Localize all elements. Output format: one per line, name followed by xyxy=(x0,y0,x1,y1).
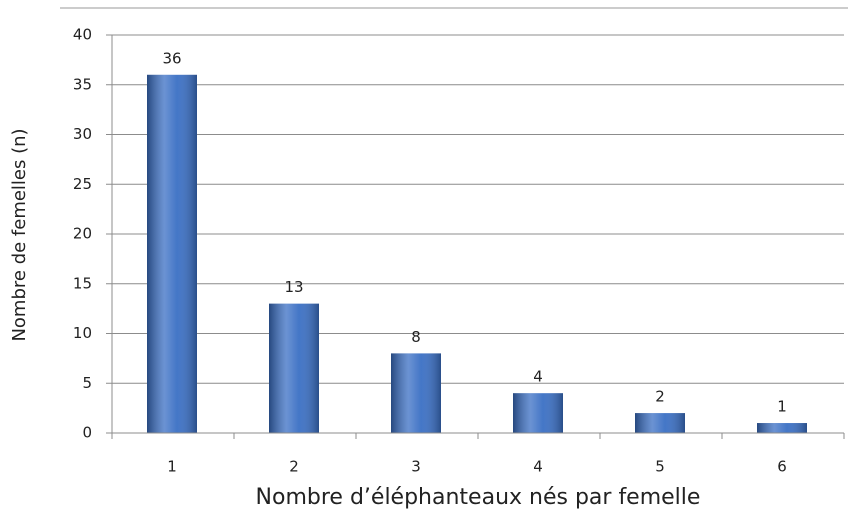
x-tick-label: 5 xyxy=(655,458,665,476)
x-tick-label: 2 xyxy=(289,458,299,476)
y-tick-label: 15 xyxy=(73,274,92,292)
y-tick-label: 0 xyxy=(82,424,92,442)
data-label: 1 xyxy=(777,398,787,416)
x-tick-label: 6 xyxy=(777,458,787,476)
y-tick-label: 25 xyxy=(73,175,92,193)
bar-shade xyxy=(391,353,441,433)
y-axis-label: Nombre de femelles (n) xyxy=(9,128,30,341)
bar-shade xyxy=(513,393,563,433)
y-tick-label: 20 xyxy=(73,225,92,243)
bar-shade xyxy=(147,74,197,434)
bar-shade xyxy=(757,423,807,433)
x-tick-label: 4 xyxy=(533,458,543,476)
y-tick-label: 30 xyxy=(73,125,92,143)
x-tick-label: 1 xyxy=(167,458,177,476)
bar-shade xyxy=(635,413,685,433)
data-label: 8 xyxy=(411,328,421,346)
x-axis-label: Nombre d’éléphanteaux nés par femelle xyxy=(256,485,701,510)
y-tick-label: 40 xyxy=(73,26,92,44)
y-tick-label: 10 xyxy=(73,324,92,342)
data-label: 2 xyxy=(655,388,665,406)
data-label: 13 xyxy=(284,278,303,296)
y-tick-label: 35 xyxy=(73,75,92,93)
x-tick-label: 3 xyxy=(411,458,421,476)
data-label: 36 xyxy=(162,49,181,67)
data-label: 4 xyxy=(533,368,543,386)
bar-shade xyxy=(269,303,319,433)
y-tick-label: 5 xyxy=(82,374,92,392)
